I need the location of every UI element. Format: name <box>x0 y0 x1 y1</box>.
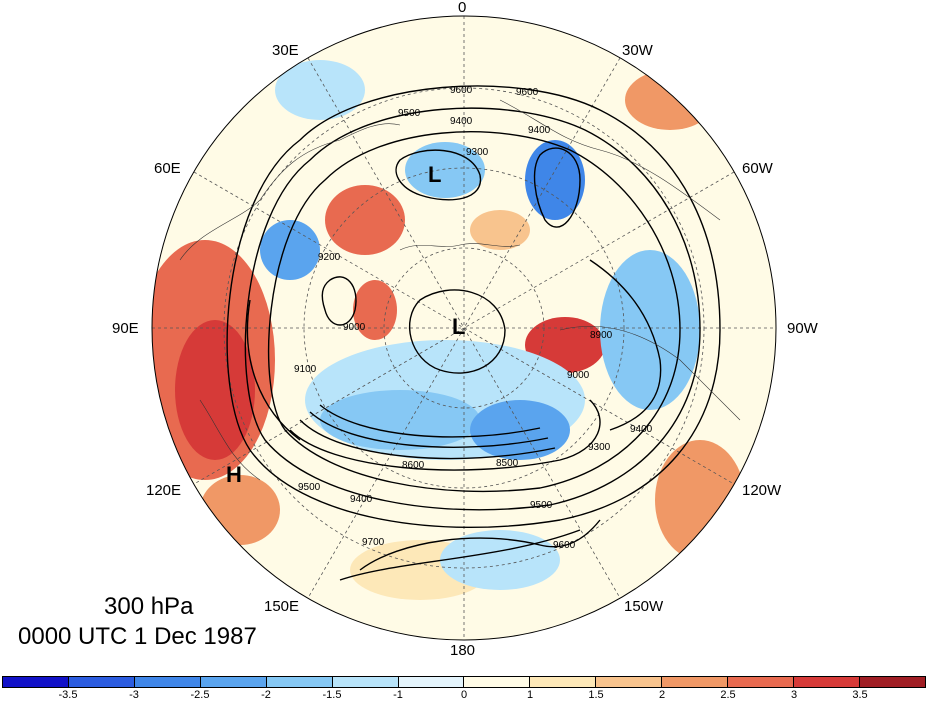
pressure-level-title: 300 hPa <box>104 593 194 620</box>
contour-label: 9500 <box>298 482 321 493</box>
contour-label: 9500 <box>398 108 421 119</box>
colorbar-tick-label: 1 <box>526 689 534 701</box>
contour-label: 8600 <box>402 460 425 471</box>
contour-label: 9500 <box>530 500 553 511</box>
contour-label: 9400 <box>528 125 551 136</box>
warm-anomaly-pacific-e <box>655 440 745 560</box>
colorbar-segment <box>3 677 69 687</box>
contour-label: 9400 <box>350 494 373 505</box>
height-contours <box>226 85 721 581</box>
contour-label: 9100 <box>294 364 317 375</box>
pressure-system-group: L L H <box>226 162 465 487</box>
contour-label: 9200 <box>318 252 341 263</box>
longitude-label: 120E <box>146 482 182 499</box>
contour-label: 9700 <box>362 537 385 548</box>
colorbar-segment <box>794 677 860 687</box>
colorbar-segment <box>662 677 729 687</box>
cold-anomaly-greenland <box>525 140 585 220</box>
graticule <box>152 16 776 640</box>
contour-label: 9300 <box>466 147 489 158</box>
contour-label: 9300 <box>588 442 611 453</box>
colorbar-segment <box>530 677 597 687</box>
longitude-label: 150W <box>624 598 664 615</box>
warm-anomaly-europe <box>325 185 405 255</box>
longitude-label: 30E <box>272 42 299 59</box>
contour-label: 9000 <box>567 370 590 381</box>
low-pressure-marker: L <box>428 162 441 187</box>
colorbar-segment <box>266 677 333 687</box>
colorbar-tick-label: 2 <box>658 689 666 701</box>
warm-anomaly-asia-core <box>175 320 255 460</box>
contour-label: 9400 <box>450 116 473 127</box>
colorbar-segment <box>728 677 795 687</box>
longitude-label: 90W <box>787 320 818 337</box>
longitude-label: 60E <box>154 160 181 177</box>
colorbar-tick-label: 2.5 <box>720 689 736 701</box>
contour-label-group: 9600 9600 9500 9400 9400 9300 9200 9100 … <box>294 85 653 551</box>
contour-label: 9600 <box>553 540 576 551</box>
colorbar-tick-label: -2 <box>261 689 271 701</box>
longitude-label: 0 <box>458 0 467 16</box>
valid-time-title: 0000 UTC 1 Dec 1987 <box>18 623 257 650</box>
longitude-label: 60W <box>742 160 773 177</box>
colorbar-segment <box>596 677 663 687</box>
colorbar-tick-label: -1.5 <box>322 689 342 701</box>
colorbar <box>2 676 926 688</box>
longitude-label: 150E <box>264 598 300 615</box>
contour-label: 8900 <box>590 330 613 341</box>
colorbar-segment <box>332 677 399 687</box>
longitude-label: 120W <box>742 482 782 499</box>
longitude-label: 30W <box>622 42 653 59</box>
cold-anomaly-top <box>275 60 365 120</box>
colorbar-segment <box>68 677 135 687</box>
contour-label: 9600 <box>450 85 473 96</box>
cold-anomaly-core <box>320 390 480 450</box>
warm-anomaly-atlantic <box>625 70 715 130</box>
cold-anomaly-north <box>405 142 485 198</box>
colorbar-segment <box>398 677 465 687</box>
low-pressure-marker: L <box>452 314 465 339</box>
colorbar-segment <box>134 677 201 687</box>
colorbar-tick-label: 3 <box>790 689 798 701</box>
colorbar-tick-label: 1.5 <box>588 689 604 701</box>
colorbar-tick-label: -2.5 <box>190 689 210 701</box>
colorbar-tick-label: 0 <box>460 689 468 701</box>
cold-anomaly-core-2 <box>470 400 570 460</box>
cold-anomaly-west <box>260 220 320 280</box>
colorbar-tick-label: 3.5 <box>852 689 868 701</box>
contour-label: 9000 <box>343 322 366 333</box>
colorbar-segment <box>464 677 531 687</box>
colorbar-segment <box>200 677 267 687</box>
longitude-label: 90E <box>112 320 139 337</box>
warm-anomaly-siberia <box>353 280 397 340</box>
contour-label: 9400 <box>630 424 653 435</box>
map-boundary <box>151 15 777 641</box>
high-pressure-marker: H <box>226 462 242 487</box>
contour-label: 9600 <box>516 87 539 98</box>
colorbar-tick-label: -1 <box>393 689 403 701</box>
colorbar-segment <box>859 677 925 687</box>
contour-label: 8500 <box>496 458 519 469</box>
colorbar-tick-label: -3.5 <box>58 689 78 701</box>
colorbar-tick-label: -3 <box>129 689 139 701</box>
coastlines <box>179 99 741 481</box>
longitude-label: 180 <box>450 642 476 659</box>
